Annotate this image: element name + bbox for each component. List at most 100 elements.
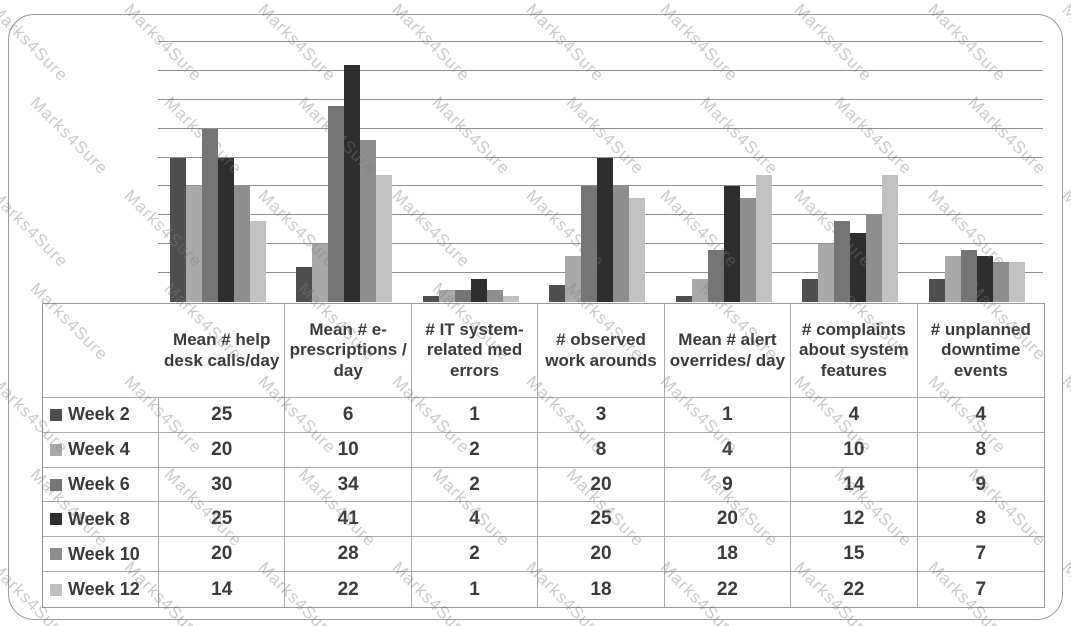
bar: [360, 140, 377, 302]
bar: [234, 186, 250, 302]
value-cell: 8: [917, 502, 1044, 538]
gridline: [158, 69, 1043, 71]
bar: [597, 157, 614, 302]
bar: [992, 261, 1009, 302]
value-cell: 1: [664, 398, 792, 433]
column-header: Mean # alert overrides/ day: [664, 304, 792, 398]
value-cell: 1: [411, 398, 539, 433]
column-header: # complaints about system features: [791, 304, 918, 398]
bar: [629, 198, 646, 302]
bar: [438, 290, 455, 302]
column-header: # observed work arounds: [538, 304, 665, 398]
bar: [344, 65, 361, 302]
bar: [549, 284, 566, 302]
bar: [186, 186, 202, 302]
value-cell: 28: [285, 537, 412, 573]
value-cell: 18: [664, 537, 792, 573]
bar: [928, 278, 945, 302]
bar-group: [664, 17, 790, 302]
column-header: Mean # help desk calls/day: [159, 304, 286, 398]
value-cell: 3: [538, 398, 665, 433]
bar: [739, 198, 756, 302]
series-name: Week 4: [68, 439, 130, 460]
value-cell: 7: [975, 578, 987, 600]
bar: [723, 186, 740, 302]
legend-row-label: Week 2: [43, 398, 159, 433]
value-cell: 20: [159, 537, 286, 573]
bar-group: [411, 17, 537, 302]
value-cell: 10: [791, 432, 918, 468]
value-cell: 14: [791, 467, 918, 503]
bar: [581, 186, 598, 302]
value-cell: 2: [411, 432, 539, 468]
legend-swatch: [50, 548, 62, 561]
value-cell: 20: [664, 502, 792, 538]
series-name: Week 8: [68, 508, 130, 529]
value-cell: 34: [285, 467, 412, 503]
bar: [707, 250, 724, 302]
gridline: [158, 98, 1043, 100]
value-cell: 9: [917, 468, 1044, 503]
legend-row-label: Week 12: [43, 572, 159, 607]
bar-group: [790, 17, 916, 302]
legend-row-label: Week 8: [43, 502, 159, 538]
bar: [866, 215, 883, 302]
bar: [834, 221, 851, 302]
column-header: # unplanned downtime events: [917, 304, 1044, 398]
table-corner-cell: [43, 304, 159, 398]
bar: [565, 255, 582, 302]
bar: [486, 290, 503, 302]
gridline: [158, 41, 1043, 42]
column-header: Mean # e-prescriptions / day: [285, 304, 412, 398]
column-header: # IT system-related med errors: [411, 304, 539, 398]
value-cell: 7: [917, 537, 1044, 573]
bar: [613, 186, 630, 302]
series-name: Week 12: [68, 579, 140, 600]
bar: [850, 232, 867, 302]
value-cell: 25: [159, 398, 286, 433]
bar: [250, 221, 266, 302]
bar: [202, 128, 218, 302]
value-cell: 20: [538, 467, 665, 503]
bar: [422, 296, 439, 302]
bar: [376, 174, 393, 302]
gridline: [158, 156, 1043, 158]
bar-group: [158, 17, 284, 302]
bar-group: [917, 17, 1043, 302]
legend-swatch: [50, 583, 62, 596]
gridline: [158, 127, 1043, 129]
bar-group: [537, 17, 663, 302]
value-cell: 4: [791, 398, 918, 433]
bar: [818, 244, 835, 302]
value-cell: 4: [664, 432, 792, 468]
bar: [802, 278, 819, 302]
value-cell: 20: [159, 432, 286, 468]
bar: [882, 174, 899, 302]
value-cell: 2: [411, 537, 539, 573]
value-cell: 20: [538, 537, 665, 573]
value-cell: 6: [285, 398, 412, 433]
bar: [976, 255, 993, 302]
bar: [960, 250, 977, 302]
value-cell: 4: [917, 398, 1044, 433]
legend-row-label: Week 10: [43, 537, 159, 573]
value-cell: 12: [791, 502, 918, 538]
bar: [470, 278, 487, 302]
value-cell: 1: [412, 572, 539, 607]
value-cell: 25: [159, 502, 286, 538]
bar: [454, 290, 471, 302]
plot-area: [158, 17, 1043, 302]
value-cell: 15: [791, 537, 918, 573]
legend-swatch: [50, 478, 62, 491]
value-cell: 14: [159, 572, 286, 607]
bar-group: [284, 17, 410, 302]
rounded-frame-border: [8, 14, 1063, 620]
data-table: Mean # help desk calls/day Mean # e-presc…: [42, 303, 1045, 608]
bar: [328, 105, 345, 302]
value-cell: 22: [791, 572, 918, 607]
value-cell: 8: [538, 432, 665, 468]
value-cell: 22: [665, 572, 792, 607]
series-name: Week 6: [68, 474, 130, 495]
value-cell: 41: [285, 502, 412, 538]
